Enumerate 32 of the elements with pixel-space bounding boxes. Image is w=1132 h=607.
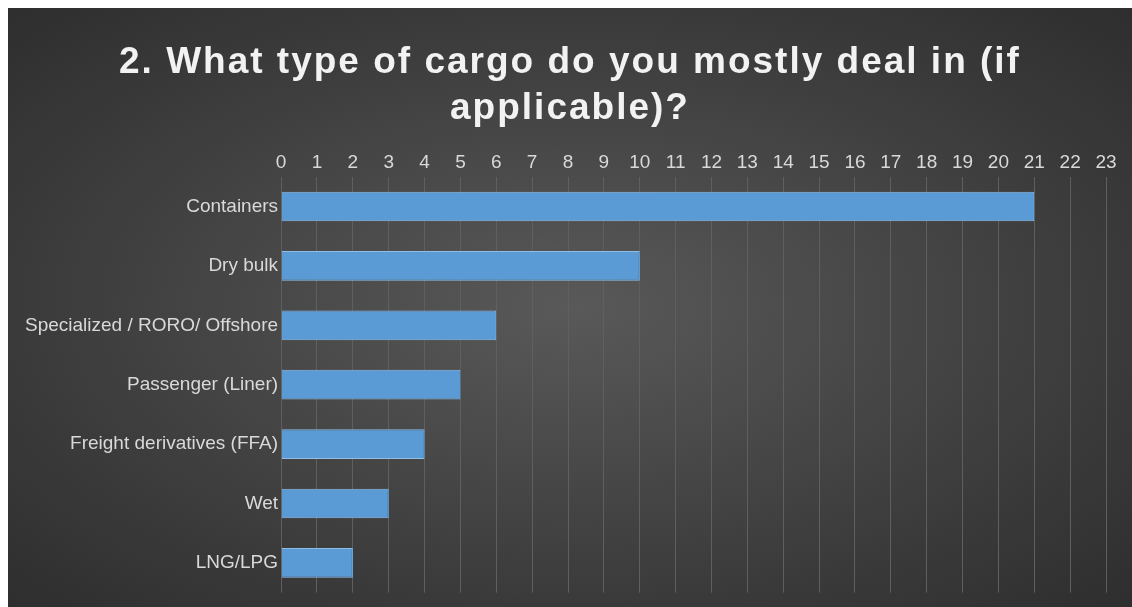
x-tick-label: 13	[736, 150, 758, 172]
y-tick-label: Freight derivatives (FFA)	[70, 432, 279, 454]
x-tick-label: 9	[598, 150, 610, 172]
x-tick-label: 17	[880, 150, 902, 172]
x-tick-label: 22	[1059, 150, 1081, 172]
x-tick-label: 20	[987, 150, 1009, 172]
x-tick-label: 11	[665, 150, 686, 172]
chart-title: 2. What type of cargo do you mostly deal in (if applicable)?	[118, 39, 1022, 129]
x-tick-label: 16	[844, 150, 866, 172]
x-tick-label: 21	[1023, 150, 1045, 172]
x-tick-label: 14	[772, 150, 795, 172]
y-tick-label: Containers	[186, 194, 279, 216]
x-tick-label: 6	[490, 150, 502, 172]
x-tick-label: 2	[347, 150, 359, 172]
x-tick-label: 5	[455, 150, 466, 172]
x-tick-label: 10	[629, 150, 651, 172]
x-tick-label: 23	[1095, 150, 1117, 172]
x-tick-label: 18	[916, 150, 938, 172]
y-tick-label: Dry bulk	[208, 254, 279, 276]
x-tick-label: 1	[311, 150, 323, 172]
x-tick-label: 12	[700, 150, 723, 172]
x-tick-label: 3	[383, 150, 394, 172]
y-tick-label: Specialized / RORO/ Offshore	[24, 313, 279, 335]
y-tick-label: Wet	[244, 491, 279, 513]
x-tick-label: 0	[275, 150, 287, 172]
y-tick-label: LNG/LPG	[195, 551, 279, 573]
x-tick-label: 7	[526, 150, 538, 172]
x-tick-label: 8	[562, 150, 574, 172]
x-tick-label: 4	[419, 150, 431, 172]
x-tick-label: 15	[808, 150, 830, 172]
y-tick-label: Passenger (Liner)	[127, 372, 279, 394]
x-tick-label: 19	[951, 150, 974, 172]
